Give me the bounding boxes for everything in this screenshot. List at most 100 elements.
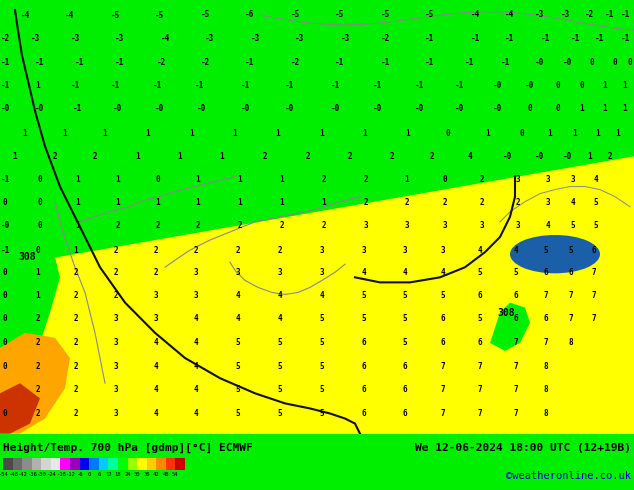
Text: -4: -4: [470, 10, 480, 19]
Text: -2: -2: [200, 58, 210, 67]
Text: -3: -3: [205, 34, 215, 43]
Text: 2: 2: [113, 268, 119, 277]
Text: 2: 2: [153, 245, 158, 255]
Bar: [51, 458, 60, 470]
Text: 2: 2: [74, 385, 79, 394]
Text: 4: 4: [194, 385, 198, 394]
Text: -5: -5: [155, 11, 165, 20]
Text: 0: 0: [37, 175, 42, 184]
Text: 7: 7: [514, 385, 519, 394]
Text: -1: -1: [500, 58, 510, 67]
Text: -6: -6: [76, 472, 83, 477]
Text: 1: 1: [196, 198, 200, 207]
Text: -1: -1: [1, 175, 10, 184]
Text: -1: -1: [240, 81, 250, 90]
Polygon shape: [0, 333, 70, 434]
Text: 308: 308: [497, 308, 515, 318]
Text: 3: 3: [113, 339, 119, 347]
Text: -3: -3: [340, 34, 349, 43]
Text: 2: 2: [280, 221, 284, 230]
Text: -5: -5: [290, 10, 300, 19]
Text: 5: 5: [236, 339, 240, 347]
Text: -1: -1: [465, 58, 475, 67]
Bar: [118, 458, 127, 470]
Text: 2: 2: [36, 339, 41, 347]
Text: -6: -6: [245, 10, 255, 19]
Text: 1: 1: [321, 198, 327, 207]
Text: 2: 2: [74, 409, 79, 418]
Text: 4: 4: [403, 268, 407, 277]
Bar: [156, 458, 166, 470]
Text: 2: 2: [36, 314, 41, 323]
Text: 5: 5: [361, 291, 366, 300]
Text: 3: 3: [113, 314, 119, 323]
Text: 5: 5: [236, 385, 240, 394]
Text: 1: 1: [23, 128, 27, 138]
Text: -1: -1: [330, 81, 340, 90]
Bar: [108, 458, 118, 470]
Text: 4: 4: [194, 409, 198, 418]
Text: 24: 24: [124, 472, 131, 477]
Text: 3: 3: [403, 245, 407, 255]
Text: 1: 1: [233, 128, 237, 138]
Text: 0: 0: [443, 175, 448, 184]
Text: 5: 5: [477, 268, 482, 277]
Text: 0: 0: [3, 198, 8, 207]
Text: -0: -0: [285, 104, 295, 113]
Text: -1: -1: [380, 58, 390, 67]
Text: 2: 2: [515, 198, 521, 207]
Text: -3: -3: [560, 10, 569, 19]
Text: -3: -3: [250, 34, 260, 43]
Text: 2: 2: [93, 152, 97, 161]
Text: -0: -0: [36, 104, 44, 113]
Text: 3: 3: [515, 175, 521, 184]
Text: 4: 4: [320, 291, 325, 300]
Text: 4: 4: [441, 268, 445, 277]
Text: 0: 0: [3, 409, 8, 418]
Text: 6: 6: [361, 385, 366, 394]
Text: 4: 4: [278, 291, 282, 300]
Text: 2: 2: [390, 152, 394, 161]
Text: 1: 1: [280, 175, 284, 184]
Text: 5: 5: [278, 362, 282, 370]
Text: -1: -1: [571, 34, 579, 43]
Text: 1: 1: [13, 152, 17, 161]
Text: 4: 4: [477, 245, 482, 255]
Text: 8: 8: [544, 362, 548, 370]
Text: -1: -1: [70, 81, 80, 90]
Text: 1: 1: [588, 152, 592, 161]
Text: 2: 2: [113, 291, 119, 300]
Text: -2: -2: [1, 34, 10, 43]
Text: 1: 1: [573, 128, 578, 138]
Text: 3: 3: [236, 268, 240, 277]
Text: 0: 0: [3, 268, 8, 277]
Text: 6: 6: [514, 314, 519, 323]
Text: 6: 6: [477, 291, 482, 300]
Text: 4: 4: [361, 268, 366, 277]
Bar: [41, 458, 51, 470]
Text: 5: 5: [236, 362, 240, 370]
Text: -12: -12: [65, 472, 75, 477]
Text: -1: -1: [285, 81, 295, 90]
Text: -1: -1: [153, 81, 163, 90]
Bar: [127, 458, 137, 470]
Text: 1: 1: [75, 221, 81, 230]
Text: 3: 3: [546, 198, 550, 207]
Text: 3: 3: [546, 175, 550, 184]
Text: 4: 4: [236, 291, 240, 300]
Text: 3: 3: [194, 291, 198, 300]
Text: -3: -3: [535, 10, 545, 19]
Text: -5: -5: [200, 10, 210, 19]
Text: 3: 3: [404, 221, 410, 230]
Text: 3: 3: [194, 268, 198, 277]
Text: -2: -2: [290, 58, 300, 67]
Text: 5: 5: [593, 221, 598, 230]
Text: 7: 7: [514, 362, 519, 370]
Text: 7: 7: [441, 362, 445, 370]
Text: -0: -0: [240, 104, 250, 113]
Text: 4: 4: [514, 245, 519, 255]
Text: 7: 7: [477, 409, 482, 418]
Text: 0: 0: [446, 128, 450, 138]
Text: 3: 3: [113, 385, 119, 394]
Text: 4: 4: [571, 198, 575, 207]
